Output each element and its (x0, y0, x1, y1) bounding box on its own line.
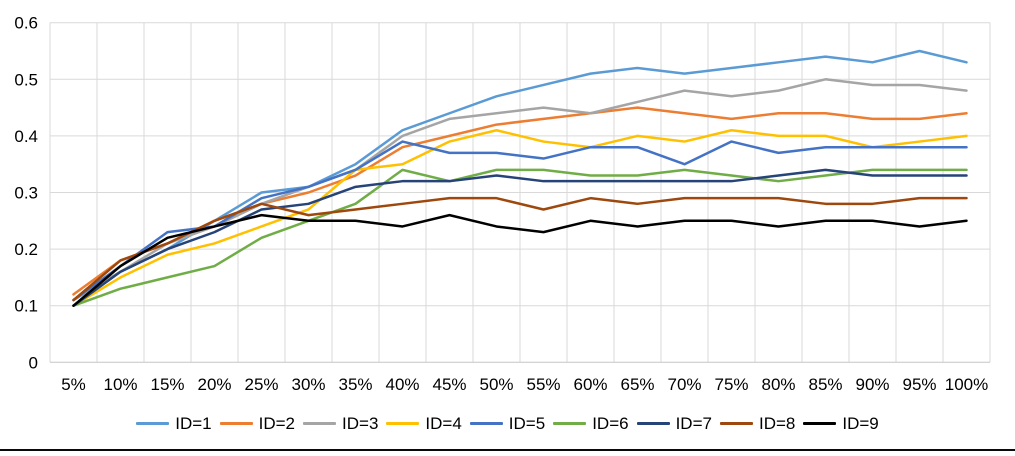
series-line-ID=1 (72, 49, 968, 302)
series-line-ID=9 (72, 213, 968, 307)
x-tick-label: 90% (855, 375, 889, 394)
y-tick-label: 0.5 (14, 70, 38, 89)
x-tick-label: 75% (714, 375, 748, 394)
x-tick-label: 15% (150, 375, 184, 394)
y-tick-label: 0.4 (14, 127, 38, 146)
x-tick-label: 25% (244, 375, 278, 394)
legend-item-ID=7: ID=7 (636, 413, 712, 433)
x-tick-label: 65% (620, 375, 654, 394)
x-tick-label: 50% (479, 375, 513, 394)
x-tick-label: 60% (573, 375, 607, 394)
legend-item-ID=9: ID=9 (803, 413, 879, 433)
x-tick-label: 100% (945, 375, 988, 394)
x-tick-label: 85% (808, 375, 842, 394)
legend-label: ID=9 (842, 413, 879, 433)
y-tick-label: 0.6 (14, 14, 38, 33)
grid (49, 22, 991, 363)
legend-item-ID=1: ID=1 (136, 413, 212, 433)
y-tick-label: 0.3 (14, 184, 38, 203)
x-tick-label: 55% (526, 375, 560, 394)
legend-line-swatch (303, 421, 337, 425)
series-lines (72, 49, 968, 307)
axis-tick-labels: 0 0.1 0.2 0.3 0.4 0.5 0.6 5% 10% 15% 20% 25% 30% 35% 4… (14, 14, 988, 394)
legend-label: ID=4 (425, 413, 462, 433)
y-tick-label: 0.1 (14, 297, 38, 316)
series-line-ID=4 (72, 128, 968, 307)
legend-line-swatch (719, 421, 753, 425)
x-tick-label: 45% (432, 375, 466, 394)
legend-label: ID=8 (758, 413, 796, 433)
legend-item-ID=4: ID=4 (386, 413, 462, 433)
legend-item-ID=2: ID=2 (219, 413, 296, 433)
legend-line-swatch (803, 421, 837, 425)
legend-label: ID=1 (175, 413, 212, 433)
legend-label: ID=3 (342, 413, 379, 433)
legend-label: ID=6 (592, 413, 629, 433)
legend-line-swatch (386, 421, 420, 425)
y-tick-label: 0 (29, 353, 38, 372)
x-tick-label: 40% (385, 375, 419, 394)
legend-label: ID=7 (675, 413, 712, 433)
x-tick-label: 80% (761, 375, 795, 394)
series-line-ID=7 (72, 168, 968, 307)
legend-item-ID=8: ID=8 (719, 413, 796, 433)
series-line-ID=5 (72, 140, 968, 302)
x-tick-label: 5% (61, 375, 86, 394)
legend-label: ID=2 (258, 413, 296, 433)
legend-line-swatch (469, 421, 503, 425)
chart-legend: ID=1 ID=2 ID=3 ID=4 ID=5 ID=6 ID=7 ID=8 ID=9 (0, 408, 1015, 438)
legend-item-ID=6: ID=6 (553, 413, 629, 433)
legend-line-swatch (136, 421, 170, 425)
legend-item-ID=5: ID=5 (469, 413, 546, 433)
x-tick-label: 70% (667, 375, 701, 394)
x-tick-label: 30% (291, 375, 325, 394)
x-tick-label: 10% (103, 375, 137, 394)
legend-item-ID=3: ID=3 (303, 415, 378, 432)
bottom-border (0, 449, 1015, 451)
x-tick-label: 20% (197, 375, 231, 394)
legend-line-swatch (553, 421, 587, 425)
series-line-ID=6 (72, 168, 968, 307)
series-line-ID=8 (72, 196, 968, 302)
legend-line-swatch (636, 421, 670, 425)
legend-line-swatch (219, 421, 253, 425)
x-tick-label: 95% (902, 375, 936, 394)
x-tick-label: 35% (338, 375, 372, 394)
y-tick-label: 0.2 (14, 240, 38, 259)
legend-label: ID=5 (508, 413, 546, 433)
